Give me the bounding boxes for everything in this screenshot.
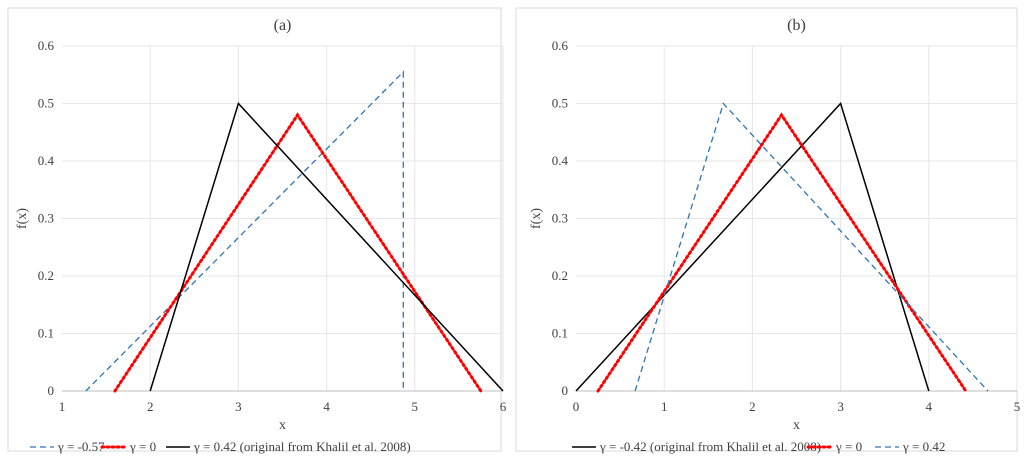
x-tick-label: 2: [147, 399, 154, 414]
x-tick-label: 2: [749, 399, 756, 414]
legend: γ = -0.42 (original from Khalil et al. 2…: [572, 439, 945, 454]
y-tick-label: 0.2: [38, 268, 54, 283]
x-tick-label: 4: [323, 399, 330, 414]
x-tick-label: 1: [59, 399, 66, 414]
y-tick-label: 0.6: [38, 38, 55, 53]
y-axis-title: f(x): [529, 208, 544, 229]
y-axis-title: f(x): [15, 208, 30, 229]
x-tick-label: 5: [1014, 399, 1021, 414]
x-axis-title: x: [793, 418, 800, 433]
legend-label: γ = 0.42 (original from Khalil et al. 20…: [193, 439, 411, 454]
y-tick-label: 0: [48, 383, 55, 398]
x-tick-label: 1: [661, 399, 668, 414]
y-tick-label: 0.1: [38, 326, 54, 341]
series-line-3: [149, 102, 504, 392]
y-tick-label: 0.1: [552, 326, 568, 341]
y-tick-label: 0.6: [552, 38, 569, 53]
legend-label: γ = -0.57: [57, 439, 105, 454]
panel-border: [515, 7, 1018, 452]
y-tick-label: 0.4: [38, 153, 55, 168]
legend-label: γ = 0: [129, 439, 156, 454]
x-tick-label: 6: [500, 399, 507, 414]
chart-panel-b: 0 0.1 0.2 0.3 0.4 0.5 0.6 0 1 2 3 4 5 (b) x f(x) γ = -0.…: [515, 7, 1021, 454]
y-tick-label: 0.3: [38, 211, 54, 226]
panel-border: [7, 7, 502, 452]
y-tick-label: 0.2: [552, 268, 568, 283]
x-tick-label: 3: [235, 399, 242, 414]
x-tick-label: 4: [926, 399, 933, 414]
x-axis-title: x: [279, 418, 286, 433]
y-tick-label: 0: [562, 383, 569, 398]
series-line-2: [596, 112, 968, 393]
legend: γ = -0.57 γ = 0 γ = 0.42 (original from Kh…: [30, 439, 411, 454]
series-line-1: [85, 70, 404, 392]
series-line-3: [634, 102, 989, 392]
legend-label: γ = 0.42: [902, 439, 945, 454]
y-tick-label: 0.5: [552, 96, 568, 111]
chart-panel-a: 0 0.1 0.2 0.3 0.4 0.5 0.6 1 2 3 4 5 6 (a) x f(x) γ = -0.…: [7, 7, 507, 454]
y-tick-label: 0.5: [38, 96, 54, 111]
x-tick-label: 0: [573, 399, 580, 414]
x-tick-label: 3: [837, 399, 844, 414]
chart-title: (b): [787, 17, 806, 34]
chart-title: (a): [274, 17, 292, 34]
y-tick-label: 0.4: [552, 153, 569, 168]
legend-label: γ = 0: [835, 439, 862, 454]
y-tick-label: 0.3: [552, 211, 568, 226]
x-tick-label: 5: [412, 399, 419, 414]
series-line-2: [113, 112, 483, 393]
legend-label: γ = -0.42 (original from Khalil et al. 2…: [599, 439, 821, 454]
